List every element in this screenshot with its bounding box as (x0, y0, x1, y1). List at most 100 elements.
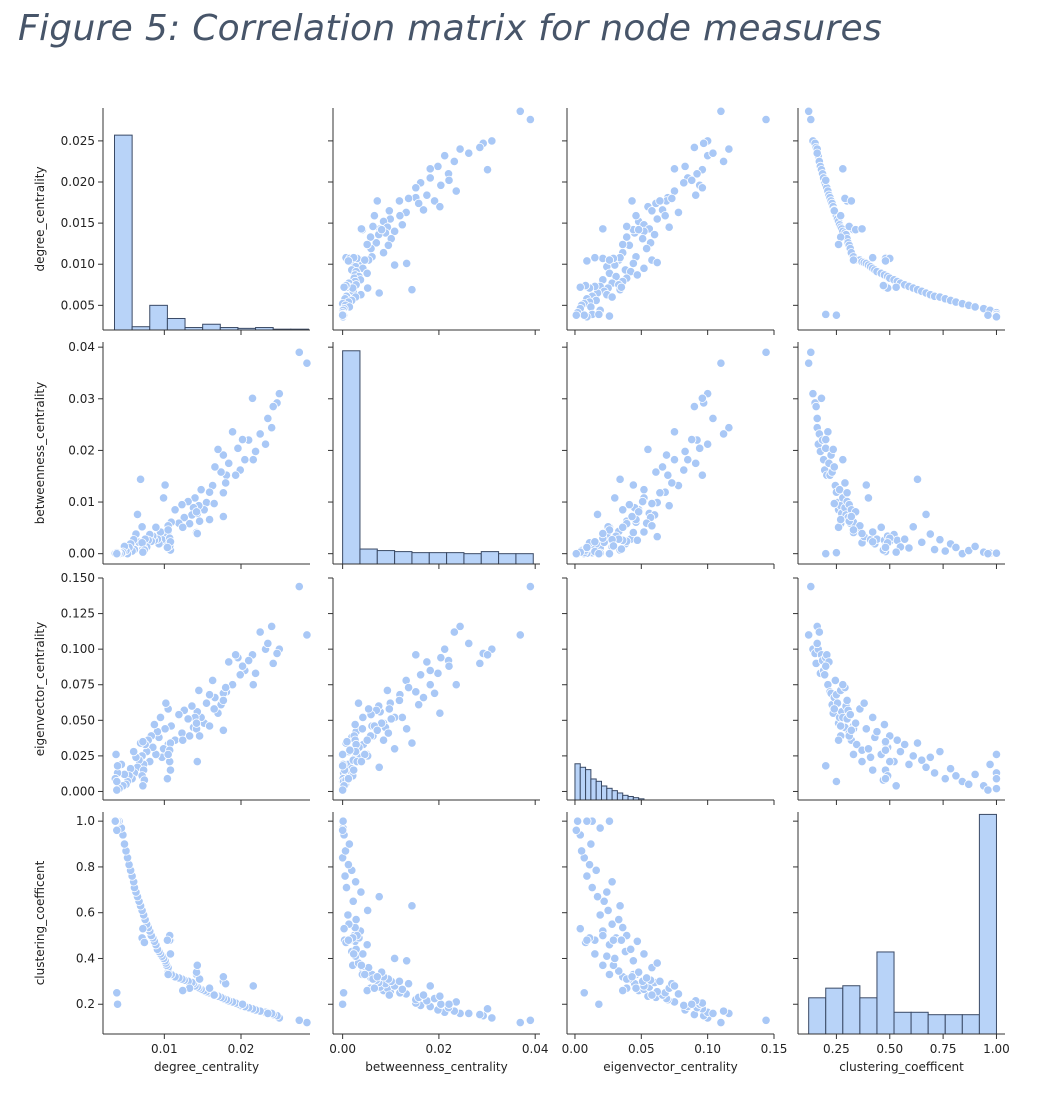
scatter-point (599, 896, 609, 906)
scatter-point (402, 258, 412, 268)
scatter-point (929, 768, 940, 778)
scatter-point (649, 230, 660, 240)
scatter-point (192, 528, 202, 539)
scatter-point (598, 224, 608, 234)
scatter-point (247, 393, 258, 403)
x-tick-label: 0.10 (694, 1042, 721, 1056)
y-tick-label: 0.03 (68, 392, 95, 406)
scatter-point (631, 983, 641, 993)
scatter-point (891, 781, 901, 791)
scatter-point (695, 443, 705, 453)
scatter-point (213, 444, 223, 454)
scatter-point (639, 527, 649, 537)
scatter-point (425, 173, 435, 183)
y-tick-label: 0.02 (68, 443, 95, 457)
scatter-point (201, 698, 212, 708)
scatter-point (138, 737, 148, 747)
scatter-point (935, 535, 945, 545)
scatter-point (451, 186, 461, 196)
scatter-point (991, 548, 1002, 558)
scatter-point (407, 285, 417, 295)
scatter-point (660, 211, 670, 221)
scatter-point (372, 196, 382, 206)
y-tick-label: 0.00 (68, 547, 95, 561)
histogram-bar (627, 795, 634, 801)
scatter-point (912, 474, 923, 484)
scatter-point (433, 668, 443, 678)
scatter-point (868, 253, 878, 263)
scatter-point (651, 467, 661, 477)
scatter-point (163, 969, 173, 980)
scatter-point (149, 719, 159, 730)
panel-betweenness_centrality-vs-eigenvector_centrality (562, 342, 775, 569)
scatter-point (369, 983, 379, 993)
y-tick-label: 0.005 (61, 298, 95, 312)
scatter-point (604, 255, 615, 265)
histogram-bar (606, 787, 613, 801)
y-tick-label: 0.8 (76, 860, 95, 874)
histogram-bar (611, 790, 618, 801)
scatter-point (302, 1017, 312, 1028)
scatter-point (356, 224, 367, 234)
scatter-point (840, 478, 850, 488)
scatter-point (155, 712, 166, 723)
scatter-point (639, 485, 649, 495)
scatter-point (846, 511, 856, 522)
scatter-point (667, 478, 677, 488)
histogram-bar (616, 792, 624, 801)
histogram-bar (480, 551, 500, 565)
histogram-bar (622, 794, 629, 801)
scatter-point (344, 839, 354, 849)
y-tick-label: 0.000 (61, 784, 95, 798)
scatter-point (880, 745, 891, 755)
scatter-point (260, 439, 271, 449)
scatter-point (861, 480, 871, 490)
scatter-point (831, 548, 842, 558)
scatter-point (451, 680, 461, 690)
scatter-point (162, 935, 172, 945)
scatter-point (912, 738, 923, 748)
scatter-point (162, 542, 172, 553)
scatter-point (598, 930, 608, 941)
histogram-bar (859, 997, 878, 1035)
scatter-point (384, 206, 394, 216)
scatter-point (643, 444, 653, 454)
y-tick-label: 0.020 (61, 175, 95, 189)
scatter-point (639, 263, 649, 273)
scatter-point (339, 282, 349, 292)
scatter-point (248, 680, 258, 690)
scatter-point (425, 164, 435, 174)
scatter-point (608, 541, 619, 551)
scatter-point (237, 999, 248, 1009)
scatter-point (356, 756, 367, 767)
scatter-point (263, 638, 273, 649)
scatter-point (716, 106, 726, 116)
scatter-point (691, 190, 701, 200)
scatter-point (836, 211, 846, 221)
scatter-point (590, 253, 600, 263)
scatter-point (811, 401, 821, 412)
panel-eigenvector_centrality-vs-eigenvector_centrality (562, 577, 775, 805)
y-tick-label: 0.6 (76, 906, 95, 920)
scatter-point (112, 988, 122, 998)
scatter-point (626, 944, 636, 954)
scatter-point (416, 670, 426, 680)
scatter-point (607, 877, 617, 887)
scatter-point (397, 984, 407, 994)
scatter-point (632, 535, 642, 545)
scatter-point (119, 839, 130, 849)
scatter-point (425, 665, 435, 676)
scatter-point (829, 704, 839, 714)
scatter-point (575, 282, 585, 292)
scatter-point (208, 675, 218, 686)
scatter-point (475, 1009, 485, 1020)
scatter-point (652, 958, 662, 968)
scatter-point (267, 423, 277, 433)
scatter-point (218, 488, 228, 498)
scatter-point (390, 226, 400, 236)
scatter-point (368, 221, 378, 231)
scatter-point (436, 180, 446, 190)
scatter-point (833, 522, 844, 532)
scatter-point (192, 756, 202, 767)
scatter-point (669, 164, 680, 174)
